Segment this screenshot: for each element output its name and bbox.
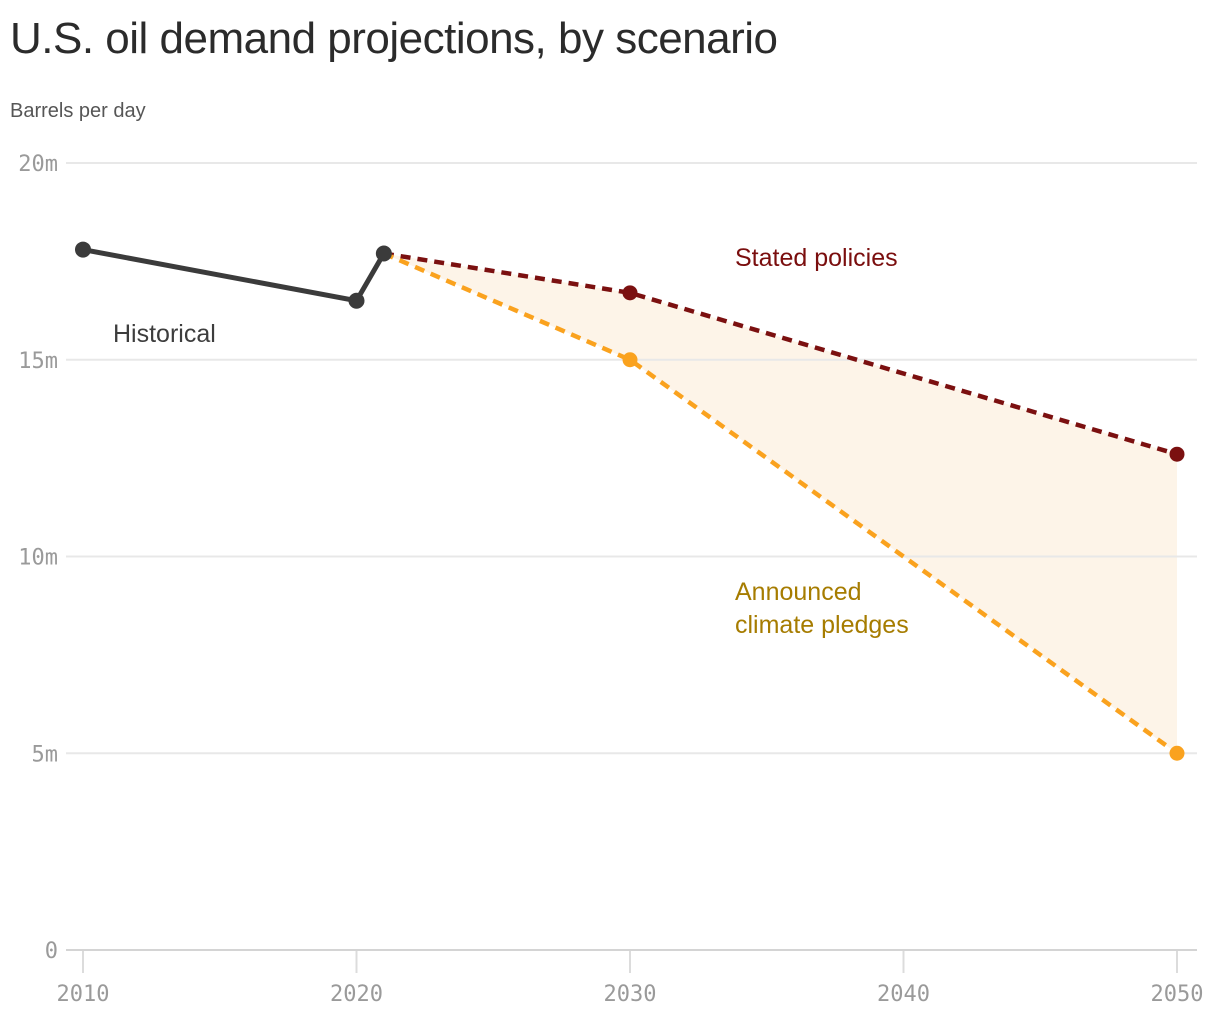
chart-y-axis-unit-label: Barrels per day	[10, 100, 146, 122]
data-point-stated-policies-2050	[1169, 446, 1185, 462]
data-point-historical-2020	[348, 292, 365, 309]
y-tick-label: 20m	[18, 152, 58, 177]
data-point-historical-2021	[375, 245, 392, 262]
data-point-announced-climate-pledges-2030	[622, 352, 638, 368]
x-tick-label: 2010	[57, 982, 110, 1007]
scenario-range-fill	[383, 253, 1178, 754]
x-tick-label: 2040	[877, 982, 930, 1007]
announced-climate-pledges-series-label: Announced climate pledges	[735, 578, 909, 639]
y-tick-label: 10m	[18, 546, 58, 571]
series-line-stated-policies	[383, 251, 1178, 457]
data-point-stated-policies-2030	[622, 285, 638, 301]
y-tick-label: 5m	[32, 742, 59, 767]
y-tick-label: 0	[45, 939, 58, 964]
chart-title: U.S. oil demand projections, by scenario	[10, 14, 778, 63]
series-line-historical	[82, 247, 387, 304]
y-tick-label: 15m	[18, 349, 58, 374]
x-tick-label: 2050	[1151, 982, 1204, 1007]
historical-series-label: Historical	[113, 320, 216, 348]
stated-policies-series-label: Stated policies	[735, 244, 898, 272]
series-line-announced-climate-pledges	[382, 251, 1179, 756]
data-point-historical-2010	[75, 241, 91, 258]
data-point-announced-climate-pledges-2050	[1169, 745, 1185, 761]
x-tick-label: 2030	[604, 982, 657, 1007]
x-tick-label: 2020	[330, 982, 383, 1007]
